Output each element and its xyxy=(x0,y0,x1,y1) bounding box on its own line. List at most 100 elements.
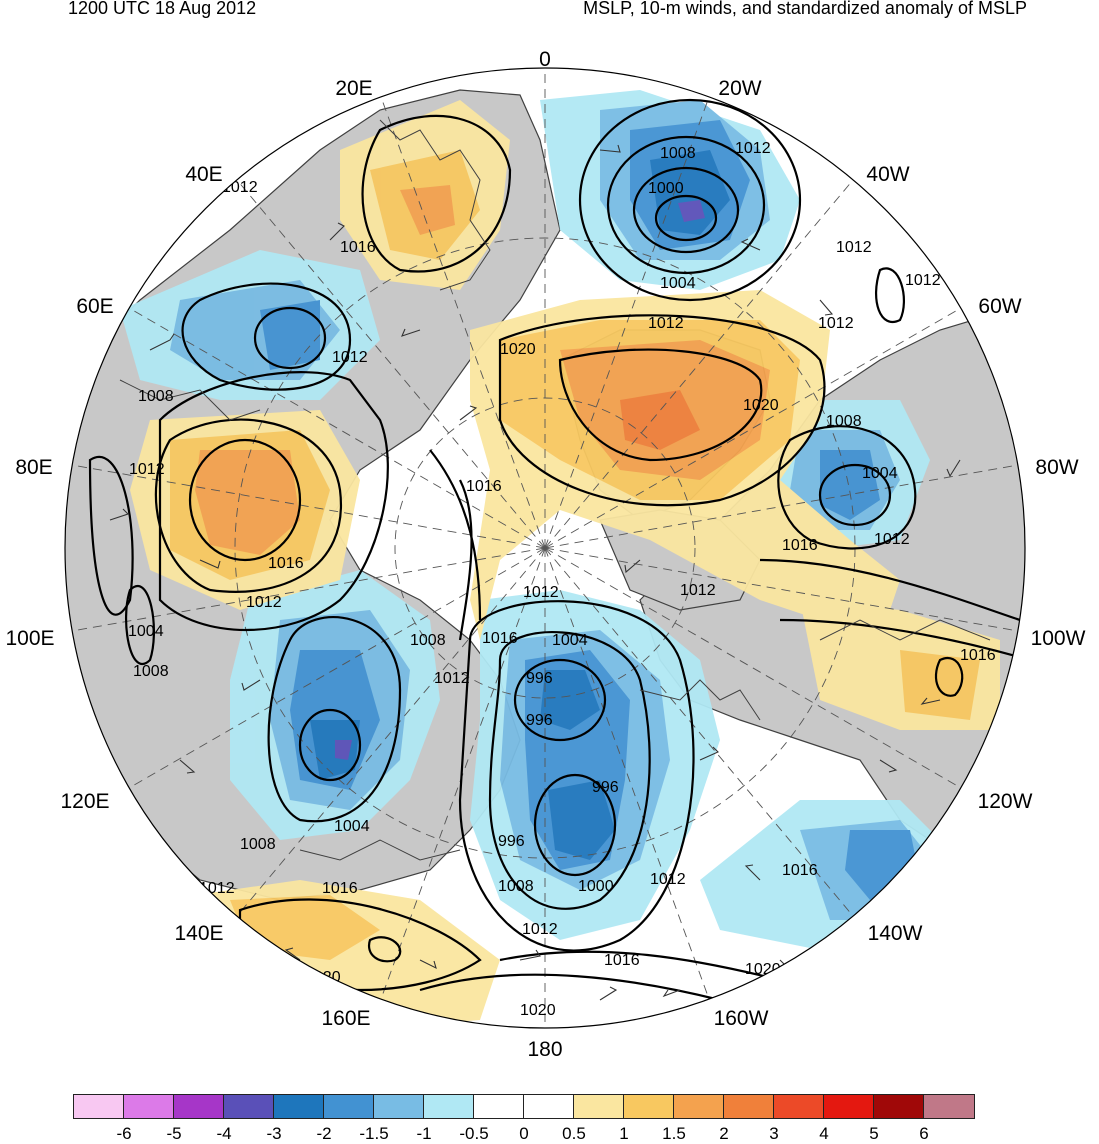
isobar-label: 1004 xyxy=(862,465,898,482)
isobar-label: 1012 xyxy=(522,921,558,938)
isobar-label: 1012 xyxy=(434,670,470,687)
anomaly-colorbar xyxy=(73,1094,975,1119)
isobar-label: 1012 xyxy=(650,871,686,888)
colorbar-tick-label: -5 xyxy=(166,1124,182,1143)
lon-label-140e: 140E xyxy=(174,922,224,945)
colorbar-swatch xyxy=(524,1095,574,1118)
isobar-label: 1020 xyxy=(500,341,536,358)
lon-label-40e: 40E xyxy=(185,163,223,186)
isobar-label: 1020 xyxy=(743,397,779,414)
colorbar-swatch xyxy=(274,1095,324,1118)
isobar-label: 1000 xyxy=(648,180,684,197)
isobar-label: 1012 xyxy=(129,461,165,478)
colorbar-swatch xyxy=(474,1095,524,1118)
colorbar-tick-label: 4 xyxy=(819,1124,829,1143)
isobar-label: 1004 xyxy=(660,275,696,292)
colorbar-swatch xyxy=(574,1095,624,1118)
isobar-label: 1016 xyxy=(482,630,518,647)
isobar-label: 1016 xyxy=(960,647,996,664)
isobar-label: 1000 xyxy=(578,878,614,895)
colorbar-tick-label: 3 xyxy=(769,1124,779,1143)
colorbar-swatch xyxy=(224,1095,274,1118)
isobar-label: 1004 xyxy=(552,632,588,649)
colorbar-tick-label: 1.5 xyxy=(662,1124,686,1143)
isobar-label: 1020 xyxy=(305,969,341,986)
colorbar-tick-label: -0.5 xyxy=(459,1124,489,1143)
isobar-label: 1008 xyxy=(138,388,174,405)
colorbar-tick-label: -1 xyxy=(416,1124,432,1143)
isobar-label: 1004 xyxy=(128,623,164,640)
isobar-label: 1012 xyxy=(818,315,854,332)
colorbar-swatch xyxy=(124,1095,174,1118)
isobar-label: 1008 xyxy=(826,413,862,430)
isobar-label: 996 xyxy=(498,833,525,850)
isobar-label: 1016 xyxy=(782,537,818,554)
lon-label-40w: 40W xyxy=(866,163,910,186)
colorbar-swatch xyxy=(824,1095,874,1118)
colorbar-tick-label: -3 xyxy=(266,1124,282,1143)
isobar-label: 1012 xyxy=(332,349,368,366)
isobar-label: 1020 xyxy=(520,1002,556,1019)
colorbar-swatch xyxy=(174,1095,224,1118)
polar-stereographic-map: 1008 1012 1000 1004 1012 1012 1012 1016 … xyxy=(64,67,1026,1029)
colorbar-tick-label: 1 xyxy=(619,1124,629,1143)
isobar-label: 996 xyxy=(526,670,553,687)
lon-label-60w: 60W xyxy=(978,295,1022,318)
colorbar-tick-label: -6 xyxy=(116,1124,132,1143)
lon-label-140w: 140W xyxy=(867,922,923,945)
isobar-label: 1012 xyxy=(246,594,282,611)
isobar-label: 1008 xyxy=(240,836,276,853)
lon-label-160e: 160E xyxy=(321,1007,371,1030)
coastline-detail xyxy=(119,119,991,861)
isobar-label: 1012 xyxy=(874,531,910,548)
isobar-label: 1008 xyxy=(498,878,534,895)
isobar-label: 1016 xyxy=(782,862,818,879)
colorbar-tick-label: -2 xyxy=(316,1124,332,1143)
isobar-label: 1012 xyxy=(199,880,235,897)
isobar-label: 1012 xyxy=(905,272,941,289)
colorbar-swatch xyxy=(874,1095,924,1118)
isobar-label: 1012 xyxy=(680,582,716,599)
colorbar-swatch xyxy=(724,1095,774,1118)
colorbar-swatch xyxy=(924,1095,974,1118)
map-border xyxy=(64,67,1026,1029)
isobar-label: 1016 xyxy=(466,478,502,495)
lon-label-180: 180 xyxy=(527,1038,563,1061)
colorbar-tick-label: 0 xyxy=(519,1124,529,1143)
wind-barbs xyxy=(109,144,961,1001)
isobar-label: 1016 xyxy=(340,239,376,256)
colorbar-tick-label: 5 xyxy=(869,1124,879,1143)
isobar-label: 1016 xyxy=(268,555,304,572)
colorbar-swatch xyxy=(674,1095,724,1118)
lon-label-120w: 120W xyxy=(977,790,1033,813)
lon-label-20w: 20W xyxy=(718,77,762,100)
lon-label-60e: 60E xyxy=(76,295,114,318)
isobar-label: 1016 xyxy=(604,952,640,969)
isobar-label: 1008 xyxy=(660,145,696,162)
isobar-label: 1008 xyxy=(133,663,169,680)
isobar-labels: 1008 1012 1000 1004 1012 1012 1012 1016 … xyxy=(128,140,996,1019)
colorbar-tick-label: -4 xyxy=(216,1124,232,1143)
lon-label-80e: 80E xyxy=(15,456,53,479)
isobar-label: 1012 xyxy=(648,315,684,332)
lon-label-0: 0 xyxy=(539,48,551,71)
isobar-label: 1012 xyxy=(836,239,872,256)
colorbar-swatch xyxy=(624,1095,674,1118)
colorbar-swatch xyxy=(374,1095,424,1118)
isobar-label: 996 xyxy=(526,712,553,729)
colorbar-swatch xyxy=(74,1095,124,1118)
colorbar-tick-label: 2 xyxy=(719,1124,729,1143)
valid-time-title: 1200 UTC 18 Aug 2012 xyxy=(68,0,257,18)
colorbar-swatch xyxy=(324,1095,374,1118)
lon-label-100w: 100W xyxy=(1030,627,1086,650)
isobar-label: 1008 xyxy=(410,632,446,649)
lon-label-80w: 80W xyxy=(1035,456,1079,479)
colorbar-tick-label: -1.5 xyxy=(359,1124,389,1143)
isobar-lines xyxy=(88,98,1025,1002)
colorbar-swatch xyxy=(774,1095,824,1118)
colorbar-tick-labels: -6 -5 -4 -3 -2 -1.5 -1 -0.5 0 0.5 1 1.5 2 3 4 5 6 xyxy=(0,1124,1099,1144)
lon-label-120e: 120E xyxy=(60,790,110,813)
map-field-layer: 1008 1012 1000 1004 1012 1012 1012 1016 … xyxy=(65,68,1025,1028)
isobar-label: 996 xyxy=(592,779,619,796)
colorbar-tick-label: 0.5 xyxy=(562,1124,586,1143)
